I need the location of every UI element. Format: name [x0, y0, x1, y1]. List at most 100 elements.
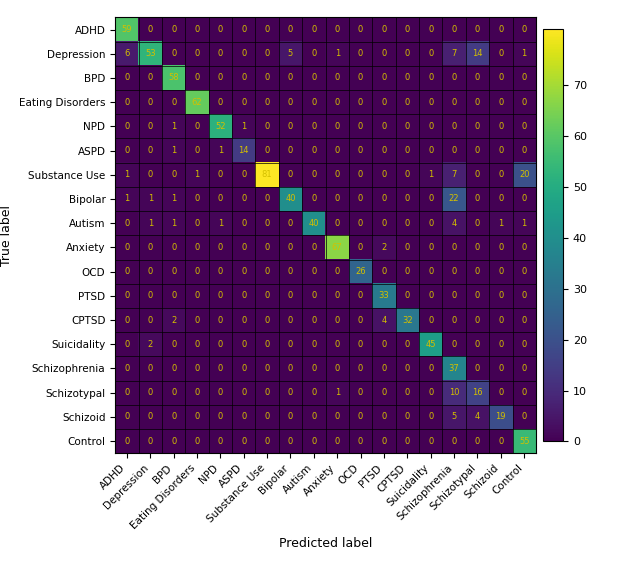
Text: 0: 0 [335, 73, 340, 83]
Text: 0: 0 [218, 364, 223, 373]
Text: 0: 0 [264, 195, 269, 203]
Text: 0: 0 [358, 291, 364, 300]
Text: 32: 32 [402, 315, 413, 325]
Text: 0: 0 [241, 291, 246, 300]
Text: 40: 40 [308, 218, 319, 228]
Text: 1: 1 [335, 388, 340, 397]
Text: 0: 0 [335, 170, 340, 180]
Text: 0: 0 [311, 388, 316, 397]
Text: 0: 0 [475, 98, 480, 107]
Text: 0: 0 [195, 413, 200, 421]
Text: 0: 0 [288, 436, 293, 446]
Text: 0: 0 [498, 49, 504, 58]
Text: 0: 0 [335, 98, 340, 107]
Text: 0: 0 [311, 195, 316, 203]
Text: 0: 0 [404, 436, 410, 446]
Text: 0: 0 [428, 146, 433, 155]
Text: 0: 0 [522, 291, 527, 300]
Text: 1: 1 [148, 195, 153, 203]
Text: 0: 0 [475, 267, 480, 276]
Text: 0: 0 [148, 267, 153, 276]
Text: 0: 0 [124, 267, 129, 276]
Text: 1: 1 [195, 170, 200, 180]
Text: 0: 0 [404, 291, 410, 300]
Text: 0: 0 [451, 291, 457, 300]
Text: 4: 4 [475, 413, 480, 421]
Text: 0: 0 [288, 218, 293, 228]
Text: 0: 0 [264, 436, 269, 446]
Text: 0: 0 [311, 122, 316, 131]
Text: 0: 0 [358, 73, 364, 83]
Text: 0: 0 [358, 388, 364, 397]
Text: 4: 4 [381, 315, 387, 325]
Text: 0: 0 [404, 49, 410, 58]
Text: 1: 1 [171, 122, 176, 131]
Text: 0: 0 [522, 315, 527, 325]
Text: 0: 0 [241, 49, 246, 58]
Text: 0: 0 [522, 146, 527, 155]
Text: 0: 0 [288, 340, 293, 349]
Text: 0: 0 [381, 122, 387, 131]
Text: 0: 0 [218, 291, 223, 300]
Text: 0: 0 [288, 243, 293, 252]
Text: 0: 0 [475, 436, 480, 446]
Text: 45: 45 [426, 340, 436, 349]
Text: 0: 0 [451, 315, 457, 325]
Text: 0: 0 [311, 364, 316, 373]
Text: 0: 0 [522, 413, 527, 421]
Text: 0: 0 [475, 315, 480, 325]
Text: 1: 1 [522, 218, 527, 228]
Text: 0: 0 [241, 25, 246, 34]
Text: 0: 0 [148, 315, 153, 325]
Text: 0: 0 [475, 291, 480, 300]
Text: 0: 0 [264, 340, 269, 349]
Text: 0: 0 [218, 267, 223, 276]
Text: 14: 14 [239, 146, 249, 155]
Text: 16: 16 [472, 388, 483, 397]
Text: 0: 0 [475, 25, 480, 34]
Text: 0: 0 [241, 195, 246, 203]
Text: 0: 0 [148, 25, 153, 34]
Text: 20: 20 [519, 170, 529, 180]
Text: 0: 0 [381, 388, 387, 397]
Text: 0: 0 [498, 73, 504, 83]
Text: 0: 0 [171, 98, 176, 107]
Text: 0: 0 [522, 73, 527, 83]
Text: 0: 0 [451, 436, 457, 446]
Text: 0: 0 [195, 388, 200, 397]
Text: 0: 0 [335, 291, 340, 300]
Text: 0: 0 [475, 364, 480, 373]
Text: 0: 0 [335, 364, 340, 373]
Text: 0: 0 [241, 388, 246, 397]
Text: 0: 0 [404, 388, 410, 397]
Text: 0: 0 [195, 243, 200, 252]
Text: 0: 0 [475, 340, 480, 349]
Text: 0: 0 [124, 388, 129, 397]
Text: 62: 62 [192, 98, 202, 107]
Text: 0: 0 [218, 195, 223, 203]
Text: 7: 7 [451, 49, 457, 58]
Text: 0: 0 [264, 413, 269, 421]
Text: 0: 0 [124, 122, 129, 131]
Text: 0: 0 [195, 146, 200, 155]
Text: 0: 0 [288, 73, 293, 83]
Text: 0: 0 [358, 25, 364, 34]
Text: 0: 0 [381, 98, 387, 107]
Text: 0: 0 [358, 315, 364, 325]
Text: 0: 0 [381, 170, 387, 180]
Text: 0: 0 [124, 364, 129, 373]
Text: 0: 0 [218, 243, 223, 252]
Text: 0: 0 [124, 73, 129, 83]
Text: 0: 0 [522, 243, 527, 252]
Text: 0: 0 [335, 195, 340, 203]
Text: 0: 0 [171, 413, 176, 421]
Text: 0: 0 [498, 388, 504, 397]
Text: 5: 5 [451, 413, 457, 421]
Text: 0: 0 [522, 195, 527, 203]
Text: 1: 1 [148, 218, 153, 228]
Text: 0: 0 [241, 267, 246, 276]
Text: 0: 0 [451, 98, 457, 107]
Text: 0: 0 [288, 413, 293, 421]
Text: 0: 0 [358, 98, 364, 107]
Text: 0: 0 [404, 195, 410, 203]
